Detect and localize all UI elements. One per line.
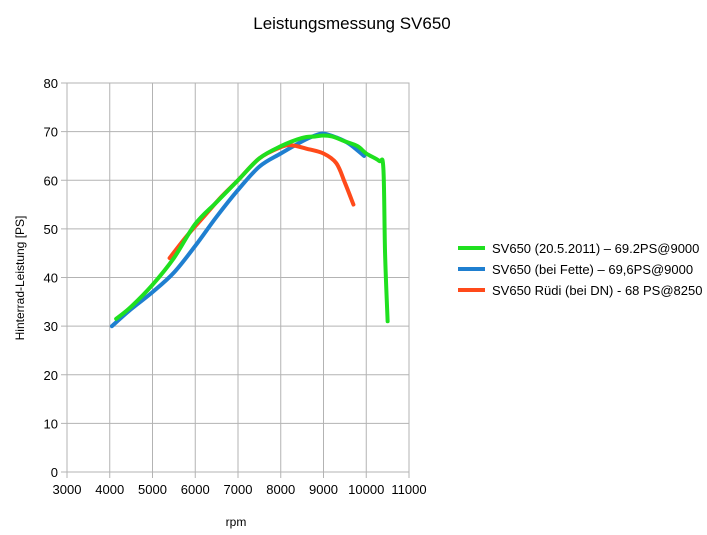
x-tick-label: 11000 [391, 482, 426, 497]
legend-label: SV650 (bei Fette) – 69,6PS@9000 [492, 262, 693, 277]
y-tick-label: 80 [44, 76, 58, 91]
legend-item: SV650 (20.5.2011) – 69.2PS@9000 [458, 241, 699, 256]
y-tick-label: 20 [44, 368, 58, 383]
y-tick-label: 40 [44, 271, 58, 286]
x-tick-label: 4000 [95, 482, 124, 497]
y-axis-label: Hinterrad-Leistung [PS] [13, 216, 27, 341]
y-tick-label: 60 [44, 173, 58, 188]
x-tick-label: 9000 [309, 482, 338, 497]
series-lines [109, 131, 390, 329]
y-tick-label: 0 [51, 465, 58, 480]
legend-item: SV650 Rüdi (bei DN) - 68 PS@8250 [458, 283, 702, 298]
y-tick-label: 50 [44, 222, 58, 237]
legend: SV650 (20.5.2011) – 69.2PS@9000 SV650 (be… [458, 241, 702, 298]
y-axis-tick-labels: 0 10 20 30 40 50 60 70 80 [44, 76, 58, 480]
legend-label: SV650 (20.5.2011) – 69.2PS@9000 [492, 241, 699, 256]
legend-item: SV650 (bei Fette) – 69,6PS@9000 [458, 262, 693, 277]
axis-tick-marks [61, 82, 410, 478]
y-tick-label: 30 [44, 319, 58, 334]
x-tick-label: 8000 [266, 482, 295, 497]
y-tick-label: 70 [44, 125, 58, 140]
legend-label: SV650 Rüdi (bei DN) - 68 PS@8250 [492, 283, 702, 298]
x-axis-tick-labels: 3000 4000 5000 6000 7000 8000 9000 10000 11000 [53, 482, 427, 497]
x-tick-label: 10000 [348, 482, 384, 497]
y-tick-label: 10 [44, 416, 58, 431]
chart-title: Leistungsmessung SV650 [253, 14, 451, 33]
x-tick-label: 3000 [53, 482, 82, 497]
series-line-1 [114, 133, 390, 324]
x-tick-label: 5000 [138, 482, 167, 497]
x-axis-label: rpm [226, 515, 247, 529]
x-tick-label: 7000 [224, 482, 253, 497]
x-tick-label: 6000 [181, 482, 210, 497]
